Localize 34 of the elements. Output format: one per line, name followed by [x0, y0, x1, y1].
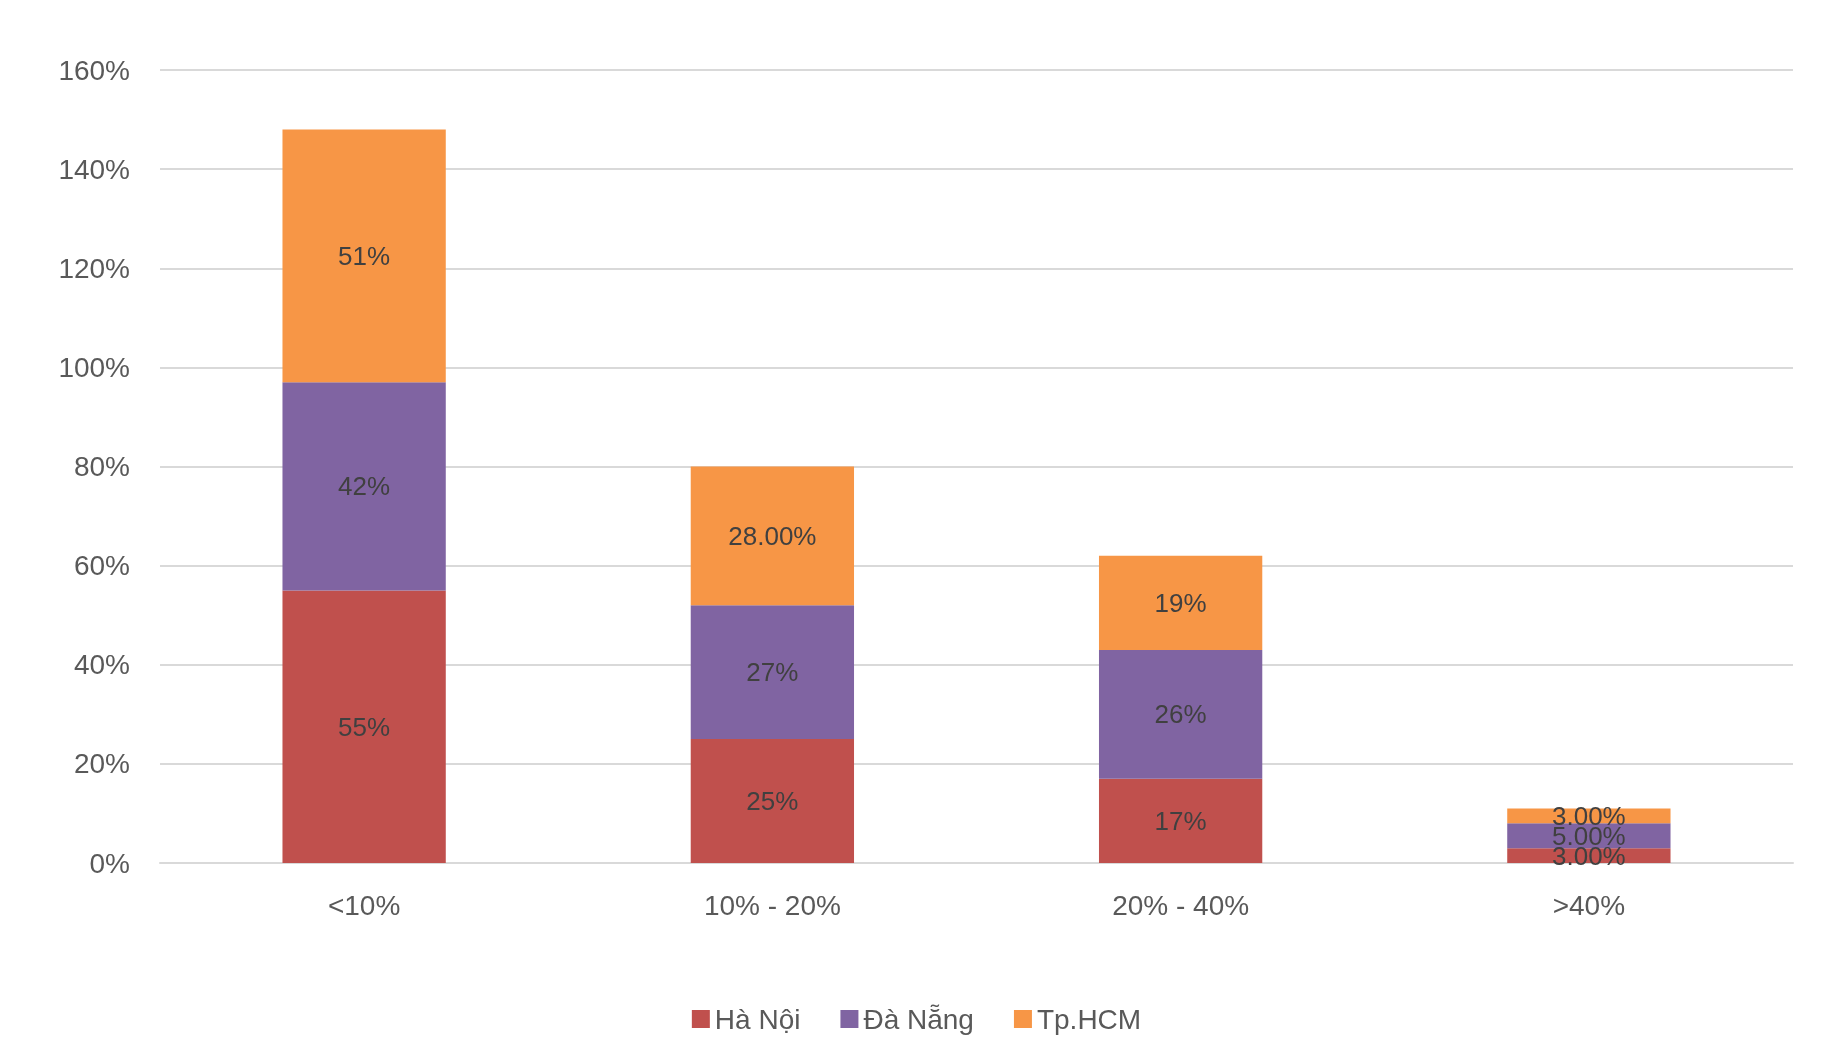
data-label: 42%: [338, 471, 391, 502]
data-label: 55%: [338, 711, 391, 742]
y-tick-label: 120%: [58, 252, 130, 284]
y-tick-label: 100%: [58, 351, 130, 383]
bar: [690, 466, 855, 606]
data-label: 51%: [338, 240, 391, 271]
y-tick-label: 160%: [58, 54, 130, 86]
legend-label: Hà Nội: [714, 1003, 801, 1035]
x-tick-label: >40%: [1552, 889, 1626, 921]
bar: [1098, 555, 1263, 650]
y-tick-label: 140%: [58, 153, 130, 185]
y-tick-label: 60%: [73, 550, 130, 582]
bar: [1098, 649, 1263, 779]
x-tick-label: 10% - 20%: [703, 889, 841, 921]
data-label: 28.00%: [728, 520, 817, 551]
x-tick-label: <10%: [327, 889, 401, 921]
bar: [690, 739, 855, 863]
data-label: 17%: [1154, 805, 1207, 836]
bar: [282, 590, 446, 863]
bar: [690, 605, 855, 740]
data-label: 26%: [1154, 699, 1207, 730]
y-tick-label: 40%: [73, 649, 130, 681]
bar: [282, 382, 446, 591]
y-tick-label: 20%: [73, 748, 130, 780]
data-label: 19%: [1154, 587, 1207, 618]
legend-label: Tp.HCM: [1036, 1003, 1142, 1035]
x-tick-label: 20% - 40%: [1112, 889, 1250, 921]
y-tick-label: 0%: [89, 847, 130, 879]
data-label: 27%: [746, 657, 799, 688]
legend-label: Đà Nẵng: [863, 1003, 974, 1035]
bar: [1098, 778, 1263, 863]
bar: [282, 129, 446, 383]
data-label: 25%: [746, 786, 799, 817]
y-tick-label: 80%: [73, 451, 130, 482]
